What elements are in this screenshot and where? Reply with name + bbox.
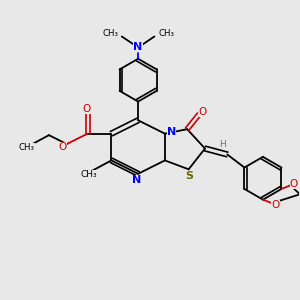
Text: N: N [167, 127, 176, 137]
Text: O: O [59, 142, 67, 152]
Text: CH₃: CH₃ [81, 170, 98, 179]
Text: O: O [290, 179, 298, 189]
Text: O: O [271, 200, 280, 210]
Text: H: H [219, 140, 226, 148]
Text: CH₃: CH₃ [19, 143, 35, 152]
Text: O: O [83, 104, 91, 114]
Text: CH₃: CH₃ [102, 29, 118, 38]
Text: CH₃: CH₃ [158, 29, 174, 38]
Text: N: N [134, 43, 143, 52]
Text: N: N [132, 175, 141, 185]
Text: O: O [199, 107, 207, 117]
Text: S: S [185, 171, 193, 181]
